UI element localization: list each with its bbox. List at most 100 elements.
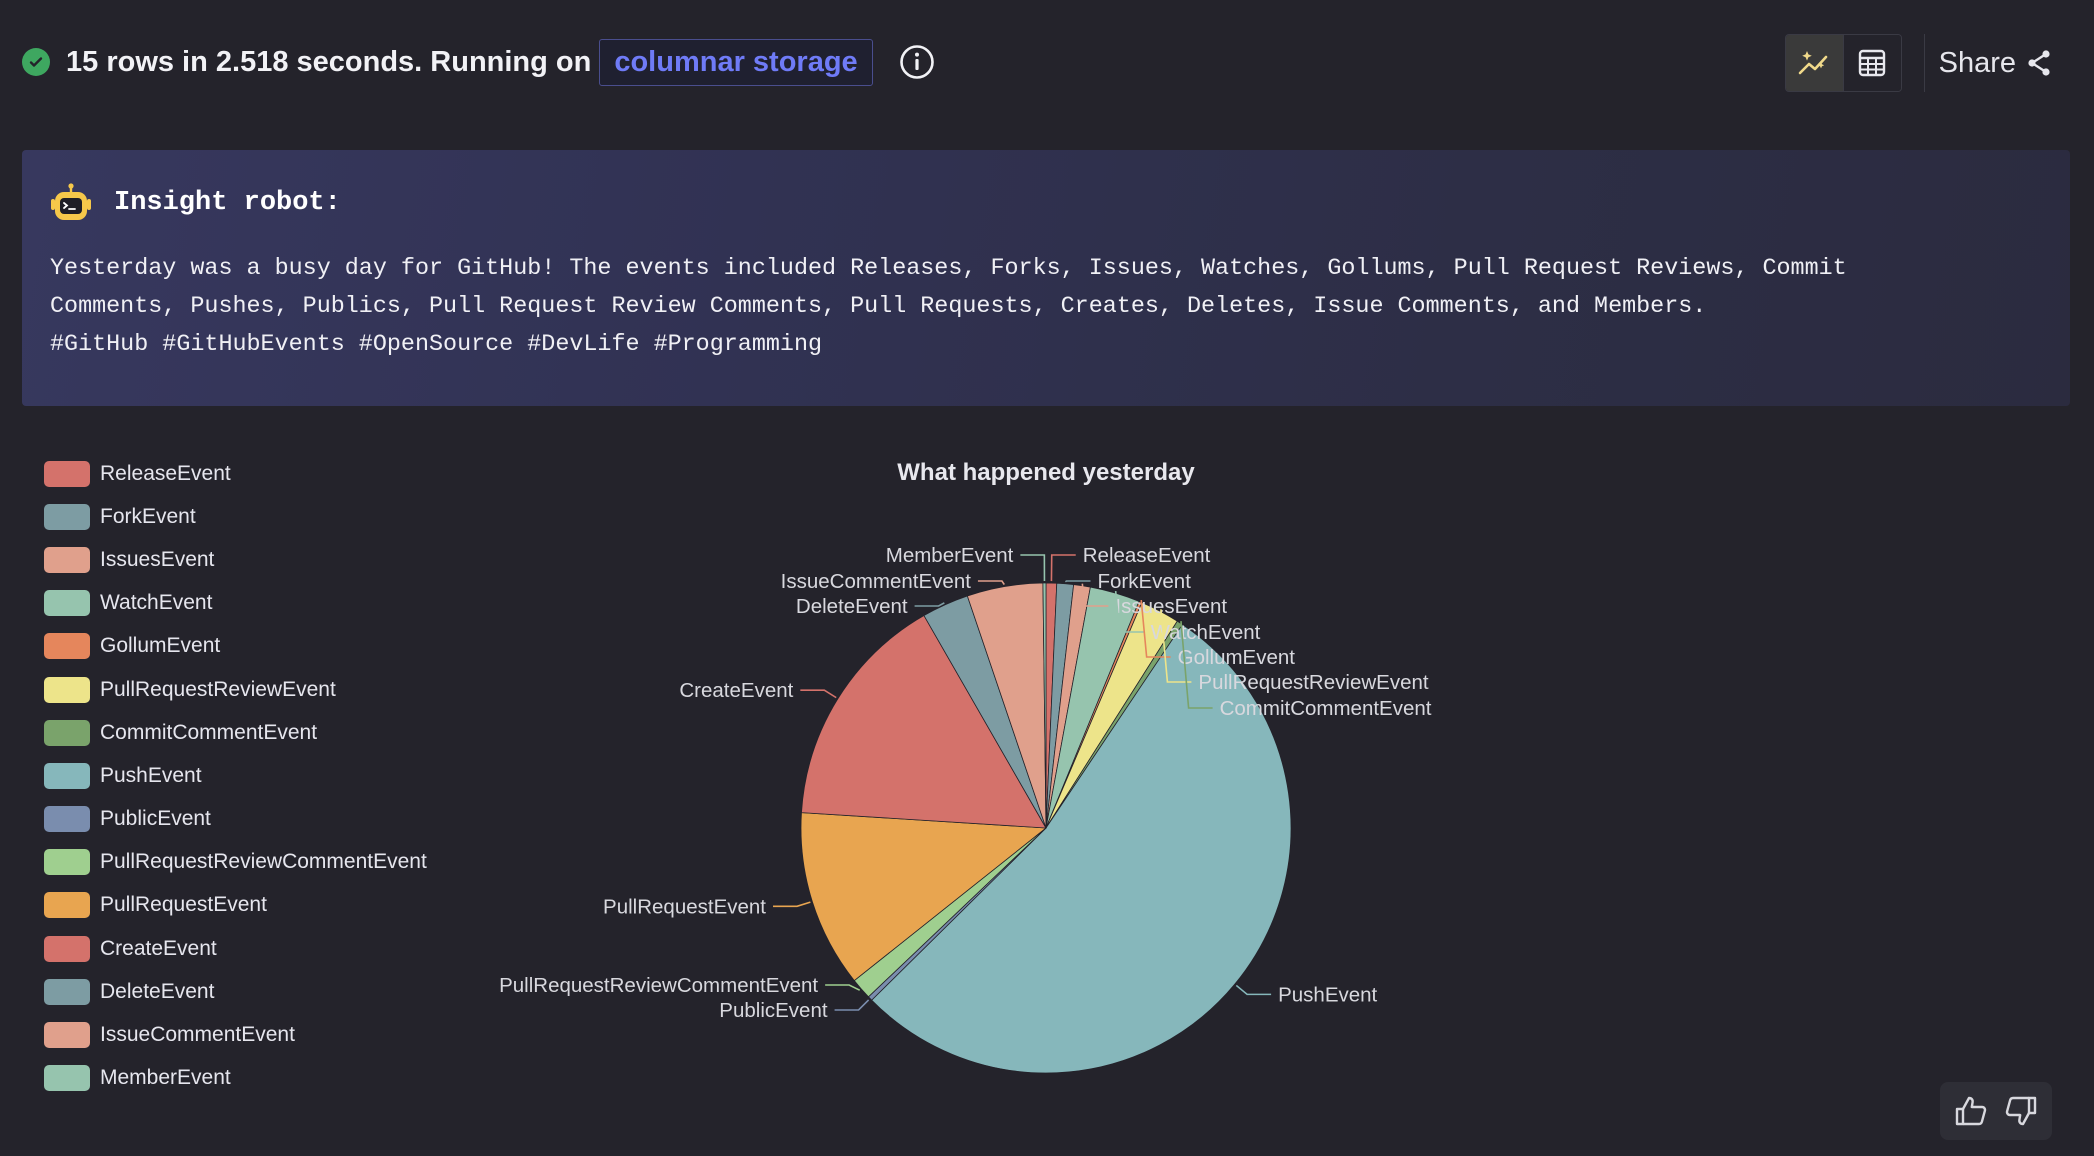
label-leader-line bbox=[1064, 580, 1091, 583]
legend-swatch bbox=[44, 1022, 90, 1049]
legend-item[interactable]: PullRequestReviewCommentEvent bbox=[44, 841, 427, 884]
chart-view-button[interactable] bbox=[1785, 35, 1843, 91]
label-leader-line bbox=[1050, 554, 1076, 582]
legend-item[interactable]: PublicEvent bbox=[44, 798, 427, 841]
legend-swatch bbox=[44, 633, 90, 660]
slice-label: ForkEvent bbox=[1097, 570, 1191, 593]
legend-label: IssuesEvent bbox=[100, 547, 215, 571]
slice-label: IssuesEvent bbox=[1115, 595, 1227, 618]
legend-swatch bbox=[44, 546, 90, 573]
columnar-storage-link[interactable]: columnar storage bbox=[599, 38, 873, 86]
label-leader-line bbox=[800, 689, 837, 699]
legend-label: ForkEvent bbox=[100, 504, 196, 528]
share-icon bbox=[2028, 50, 2050, 76]
legend-item[interactable]: PullRequestReviewEvent bbox=[44, 668, 427, 711]
legend-label: PullRequestReviewCommentEvent bbox=[100, 850, 427, 874]
thumbs-down-button[interactable] bbox=[2001, 1091, 2041, 1131]
legend-label: DeleteEvent bbox=[100, 979, 215, 1003]
label-leader-line bbox=[773, 901, 811, 908]
pie-slice[interactable] bbox=[801, 615, 1047, 829]
insight-line: Yesterday was a busy day for GitHub! The… bbox=[50, 256, 1847, 282]
slice-label: CommitCommentEvent bbox=[1220, 697, 1432, 720]
legend-item[interactable]: PullRequestEvent bbox=[44, 884, 427, 927]
legend-swatch bbox=[44, 806, 90, 833]
slice-label: PullRequestReviewCommentEvent bbox=[499, 974, 818, 997]
table-view-button[interactable] bbox=[1842, 35, 1901, 91]
legend-item[interactable]: PushEvent bbox=[44, 754, 427, 797]
thumbs-down-icon bbox=[2006, 1096, 2037, 1126]
label-leader-line bbox=[1235, 984, 1272, 996]
label-leader-line bbox=[1140, 600, 1171, 658]
pie-slice[interactable] bbox=[1042, 582, 1047, 829]
check-circle-icon bbox=[22, 48, 50, 76]
legend-swatch bbox=[44, 762, 90, 789]
legend-item[interactable]: WatchEvent bbox=[44, 582, 427, 625]
legend-item[interactable]: IssuesEvent bbox=[44, 538, 427, 581]
legend-item[interactable]: ForkEvent bbox=[44, 495, 427, 538]
label-leader-line bbox=[825, 984, 861, 991]
label-leader-line bbox=[914, 602, 945, 607]
insight-panel: Insight robot: Yesterday was a busy day … bbox=[22, 150, 2070, 406]
chart-sparkle-icon bbox=[1798, 51, 1828, 75]
legend-label: GollumEvent bbox=[100, 634, 221, 658]
slice-label: PushEvent bbox=[1278, 983, 1377, 1006]
view-toggle-group bbox=[1784, 34, 1902, 92]
query-status-bar: 15 rows in 2.518 seconds. Running on col… bbox=[22, 32, 935, 92]
thumbs-up-icon bbox=[1955, 1096, 1986, 1126]
query-status-text: 15 rows in 2.518 seconds. Running on bbox=[66, 45, 592, 78]
share-button[interactable]: Share bbox=[1939, 47, 2052, 80]
legend-label: PullRequestReviewEvent bbox=[100, 677, 336, 701]
legend-item[interactable]: MemberEvent bbox=[44, 1057, 427, 1100]
legend-swatch bbox=[44, 719, 90, 746]
legend-swatch bbox=[44, 460, 90, 487]
feedback-group bbox=[1940, 1082, 2052, 1140]
legend-swatch bbox=[44, 892, 90, 919]
label-leader-line bbox=[977, 580, 1005, 585]
legend-swatch bbox=[44, 935, 90, 962]
slice-label: MemberEvent bbox=[886, 544, 1014, 567]
legend-swatch bbox=[44, 590, 90, 617]
slice-label: PublicEvent bbox=[719, 999, 828, 1022]
legend-item[interactable]: ReleaseEvent bbox=[44, 452, 427, 495]
legend-label: IssueCommentEvent bbox=[100, 1023, 295, 1047]
legend-label: PullRequestEvent bbox=[100, 893, 267, 917]
insight-text: Yesterday was a busy day for GitHub! The… bbox=[50, 250, 2040, 364]
slice-label: DeleteEvent bbox=[796, 595, 908, 618]
label-leader-line bbox=[1081, 583, 1109, 607]
legend-label: CommitCommentEvent bbox=[100, 720, 318, 744]
result-toolbar: Share bbox=[1784, 34, 2094, 92]
legend-swatch bbox=[44, 1065, 90, 1092]
slice-label: GollumEvent bbox=[1178, 646, 1296, 669]
pie-slice[interactable] bbox=[871, 623, 1292, 1074]
legend-item[interactable]: DeleteEvent bbox=[44, 970, 427, 1013]
legend-item[interactable]: CommitCommentEvent bbox=[44, 711, 427, 754]
toolbar-divider bbox=[1923, 34, 1925, 92]
insight-header: Insight robot: bbox=[50, 182, 341, 224]
label-leader-line bbox=[1180, 621, 1213, 709]
legend-swatch bbox=[44, 978, 90, 1005]
legend-swatch bbox=[44, 503, 90, 530]
pie-slice[interactable] bbox=[800, 812, 1048, 982]
legend-swatch bbox=[44, 849, 90, 876]
chart-title: What happened yesterday bbox=[897, 459, 1195, 486]
legend-label: CreateEvent bbox=[100, 936, 217, 960]
insight-hashtags: #GitHub #GitHubEvents #OpenSource #DevLi… bbox=[50, 332, 823, 358]
label-leader-line bbox=[1160, 609, 1192, 683]
robot-icon bbox=[51, 183, 91, 220]
label-leader-line bbox=[1114, 590, 1144, 633]
slice-label: PullRequestEvent bbox=[603, 895, 766, 918]
legend-label: ReleaseEvent bbox=[100, 461, 231, 485]
slice-label: ReleaseEvent bbox=[1083, 544, 1211, 567]
label-leader-line bbox=[1020, 554, 1046, 582]
legend-label: PushEvent bbox=[100, 763, 202, 787]
legend-item[interactable]: IssueCommentEvent bbox=[44, 1013, 427, 1056]
thumbs-up-button[interactable] bbox=[1951, 1091, 1991, 1131]
info-icon[interactable] bbox=[899, 44, 935, 80]
legend-item[interactable]: CreateEvent bbox=[44, 927, 427, 970]
legend-swatch bbox=[44, 676, 90, 703]
legend-item[interactable]: GollumEvent bbox=[44, 625, 427, 668]
legend-label: WatchEvent bbox=[100, 591, 213, 615]
slice-label: CreateEvent bbox=[679, 679, 793, 702]
label-leader-line bbox=[834, 999, 870, 1011]
